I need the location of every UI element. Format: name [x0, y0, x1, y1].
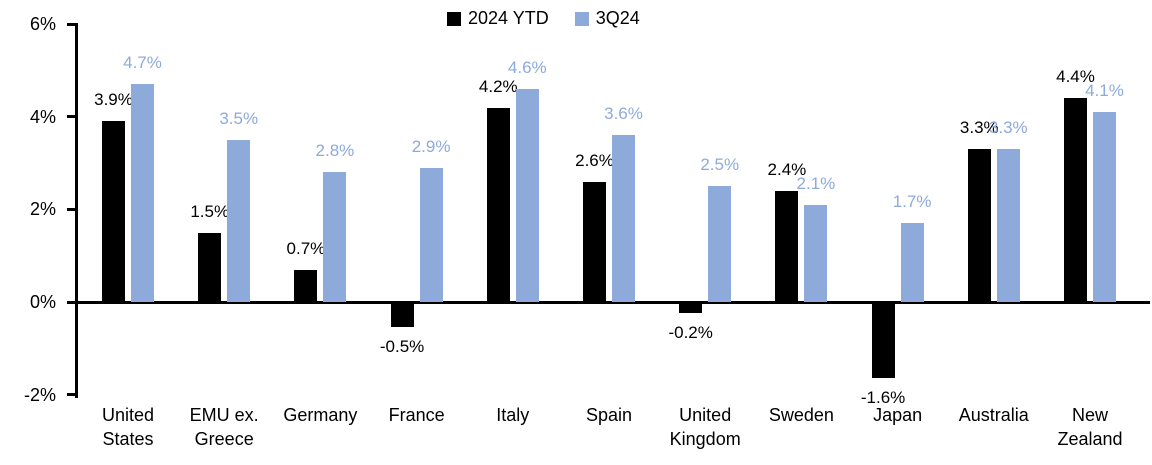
bar-2024-ytd-new-zealand — [1064, 98, 1087, 302]
category-label-germany: Germany — [283, 405, 358, 425]
category-label-spain: Spain — [585, 405, 633, 425]
bar-3q24-spain — [612, 135, 635, 302]
category-label-japan: Japan — [873, 405, 923, 425]
y-axis-label-0: 0% — [29, 292, 56, 312]
value-label-2024-ytd-germany: 0.7% — [286, 238, 326, 258]
value-label-2024-ytd-united-kingdom: -0.2% — [668, 323, 713, 343]
value-label-2024-ytd-new-zealand: 4.4% — [1056, 67, 1095, 87]
legend-label-2024-ytd: 2024 YTD — [468, 8, 549, 28]
bar-3q24-japan — [900, 223, 924, 302]
y-axis-line — [75, 24, 78, 398]
y-axis-tick-2 — [67, 207, 78, 211]
bar-2024-ytd-spain — [583, 181, 606, 302]
bar-3q24-france — [419, 167, 443, 302]
bar-2024-ytd-sweden — [775, 190, 799, 302]
value-label-3q24-emu-ex-greece: 3.5% — [219, 108, 259, 128]
value-label-3q24-australia: 3.3% — [988, 118, 1028, 138]
bar-3q24-australia — [996, 149, 1020, 302]
y-axis-tick--2 — [67, 393, 78, 397]
bar-3q24-united-states — [131, 84, 154, 302]
bar-3q24-italy — [515, 89, 539, 302]
category-label-france: France — [388, 405, 445, 425]
legend-item-2024-ytd: 2024 YTD — [447, 8, 549, 29]
chart-legend: 2024 YTD 3Q24 — [447, 8, 640, 29]
value-label-2024-ytd-italy: 4.2% — [478, 76, 518, 96]
value-label-2024-ytd-sweden: 2.4% — [767, 159, 807, 179]
y-axis-label--2: -2% — [23, 384, 56, 405]
y-axis-label-4: 4% — [29, 106, 56, 127]
legend-swatch-2024-ytd — [447, 11, 461, 26]
category-label-australia: Australia — [958, 405, 1029, 425]
category-label-italy: Italy — [496, 405, 530, 425]
bar-3q24-new-zealand — [1093, 112, 1116, 302]
value-label-3q24-japan: 1.7% — [892, 192, 932, 212]
y-axis-label-2: 2% — [29, 199, 56, 220]
category-label-united-states: United States — [101, 405, 155, 449]
value-label-2024-ytd-united-states: 3.9% — [94, 90, 133, 110]
y-axis-tick-6 — [67, 22, 78, 26]
value-label-3q24-spain: 3.6% — [604, 104, 643, 124]
value-label-3q24-germany: 2.8% — [315, 141, 355, 161]
category-label-emu-ex-greece: EMU ex. Greece — [189, 405, 259, 449]
value-label-2024-ytd-spain: 2.6% — [575, 150, 614, 170]
bar-2024-ytd-germany — [294, 269, 318, 302]
x-axis-line — [67, 300, 1150, 304]
bar-3q24-emu-ex-greece — [227, 139, 251, 302]
legend-swatch-3q24 — [574, 11, 589, 26]
value-label-3q24-united-states: 4.7% — [123, 53, 162, 73]
bar-2024-ytd-united-kingdom — [679, 304, 703, 314]
value-label-3q24-italy: 4.6% — [507, 58, 547, 78]
category-label-united-kingdom: United Kingdom — [669, 405, 741, 449]
category-label-new-zealand: New Zealand — [1057, 405, 1123, 449]
value-label-2024-ytd-france: -0.5% — [379, 337, 425, 357]
value-label-3q24-new-zealand: 4.1% — [1085, 81, 1124, 101]
legend-item-3q24: 3Q24 — [574, 8, 640, 29]
bar-2024-ytd-france — [390, 304, 414, 328]
bar-3q24-sweden — [804, 204, 828, 302]
value-label-3q24-france: 2.9% — [411, 136, 451, 156]
bar-3q24-united-kingdom — [708, 186, 732, 302]
bar-2024-ytd-emu-ex-greece — [198, 232, 222, 302]
bar-2024-ytd-italy — [486, 107, 510, 302]
value-label-3q24-sweden: 2.1% — [796, 173, 836, 193]
bar-3q24-germany — [323, 172, 347, 302]
y-axis-label-6: 6% — [29, 14, 56, 35]
value-label-2024-ytd-japan: -1.6% — [860, 388, 906, 408]
value-label-2024-ytd-australia: 3.3% — [959, 118, 999, 138]
value-label-3q24-united-kingdom: 2.5% — [700, 155, 740, 175]
bar-2024-ytd-united-states — [102, 121, 125, 302]
value-label-2024-ytd-emu-ex-greece: 1.5% — [190, 201, 230, 221]
bar-2024-ytd-australia — [967, 149, 991, 302]
bar-2024-ytd-japan — [871, 304, 895, 379]
y-axis-tick-4 — [67, 115, 78, 119]
legend-label-3q24: 3Q24 — [595, 8, 640, 28]
category-label-sweden: Sweden — [768, 405, 834, 425]
